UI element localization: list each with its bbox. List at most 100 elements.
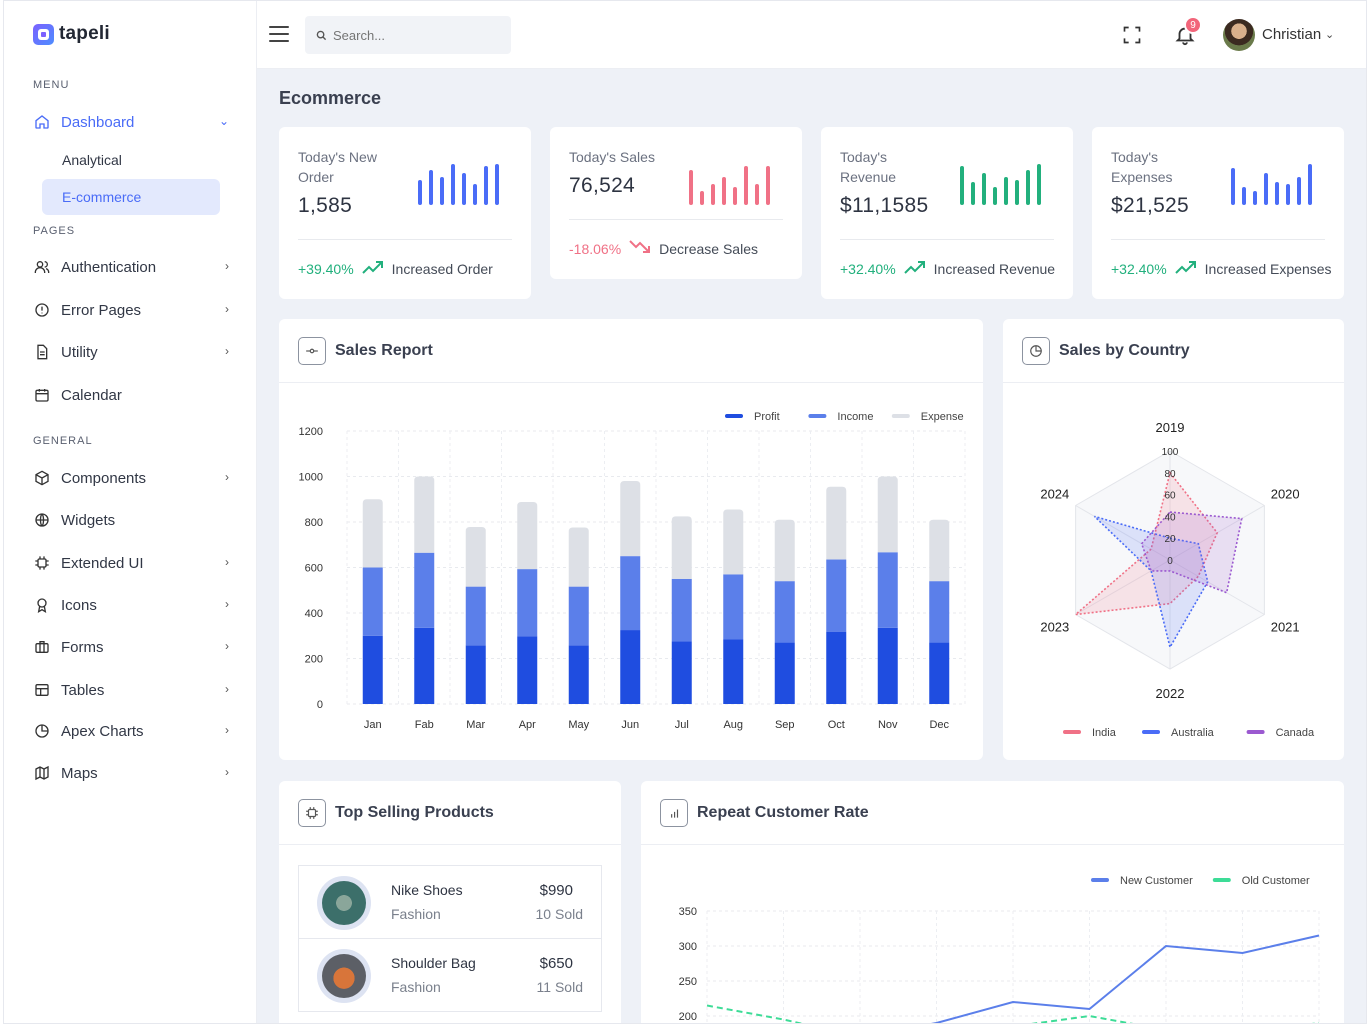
sparkline-bar	[1231, 168, 1235, 205]
table-icon	[33, 681, 51, 699]
product-category: Fashion	[391, 906, 441, 922]
bar-segment-profit[interactable]	[465, 645, 486, 704]
bar-segment-profit[interactable]	[517, 636, 538, 704]
legend-label: New Customer	[1120, 875, 1193, 887]
sparkline-bar	[429, 170, 433, 205]
sidebar-item-forms[interactable]: Forms ›	[33, 633, 233, 661]
line-series-new-customer[interactable]	[707, 934, 1320, 1025]
bar-segment-profit[interactable]	[671, 641, 692, 704]
radar-series-india[interactable]	[1073, 471, 1219, 616]
sidebar-item-maps[interactable]: Maps ›	[33, 759, 233, 787]
sidebar-subitem-ecommerce[interactable]: E-commerce	[42, 179, 220, 215]
sidebar-item-utility[interactable]: Utility ›	[33, 338, 233, 366]
sidebar-item-extended-ui[interactable]: Extended UI ›	[33, 549, 233, 577]
fullscreen-icon[interactable]	[1122, 25, 1142, 45]
stat-percent: +32.40%	[840, 260, 896, 277]
radar-series-canada[interactable]	[1140, 511, 1243, 594]
bar-segment-expense[interactable]	[671, 516, 692, 579]
bar-segment-expense[interactable]	[877, 476, 898, 553]
legend-label: Income	[837, 411, 873, 423]
x-tick-label: Oct	[828, 719, 845, 731]
chevron-down-icon[interactable]: ⌄	[1325, 29, 1335, 41]
divider	[569, 219, 783, 220]
bar-segment-income[interactable]	[774, 581, 795, 643]
bar-segment-income[interactable]	[465, 586, 486, 646]
bar-segment-income[interactable]	[723, 574, 744, 640]
x-tick-label: Nov	[878, 719, 898, 731]
users-icon	[33, 258, 51, 276]
bar-segment-profit[interactable]	[877, 627, 898, 704]
product-price: $990	[539, 882, 573, 899]
product-sold: 11 Sold	[536, 979, 583, 995]
bar-segment-profit[interactable]	[826, 631, 847, 704]
logo-icon	[33, 23, 54, 45]
list-item[interactable]: Shoulder Bag Fashion $650 11 Sold	[298, 938, 602, 1012]
bar-segment-income[interactable]	[671, 578, 692, 642]
radar-tick-label: 20	[1164, 534, 1176, 545]
product-category: Fashion	[391, 979, 441, 995]
x-tick-label: Jan	[364, 719, 382, 731]
bar-segment-profit[interactable]	[723, 639, 744, 704]
bar-segment-income[interactable]	[568, 586, 589, 646]
bar-segment-expense[interactable]	[517, 501, 538, 570]
sidebar-item-authentication[interactable]: Authentication ›	[33, 253, 233, 281]
list-item[interactable]: Nike Shoes Fashion $990 10 Sold	[298, 865, 602, 939]
bar-segment-income[interactable]	[620, 556, 641, 631]
stat-percent: +39.40%	[298, 260, 354, 277]
chevron-right-icon: ›	[225, 259, 229, 273]
sparkline-bar	[473, 184, 477, 205]
bar-segment-profit[interactable]	[414, 627, 435, 704]
bar-segment-profit[interactable]	[362, 635, 383, 704]
sidebar-item-components[interactable]: Components ›	[33, 464, 233, 492]
sidebar-item-tables[interactable]: Tables ›	[33, 676, 233, 704]
legend-label: Profit	[754, 411, 780, 423]
bar-segment-income[interactable]	[414, 552, 435, 628]
bar-segment-income[interactable]	[517, 569, 538, 637]
menu-toggle-icon[interactable]	[269, 26, 289, 42]
sparkline-bar	[982, 173, 986, 205]
sidebar-subitem-analytical[interactable]: Analytical	[62, 152, 122, 168]
bar-segment-expense[interactable]	[568, 527, 589, 587]
bar-segment-income[interactable]	[929, 581, 950, 643]
sidebar-item-calendar[interactable]: Calendar	[33, 381, 233, 409]
x-tick-label: Aug	[723, 719, 743, 731]
bar-segment-expense[interactable]	[723, 509, 744, 575]
bar-segment-expense[interactable]	[620, 481, 641, 557]
sparkline-bar	[722, 177, 726, 205]
sparkline-bar	[1004, 177, 1008, 205]
search-input[interactable]	[305, 16, 511, 54]
stat-card-sales: Today's Sales 76,524 -18.06% Decrease Sa…	[550, 127, 802, 279]
bar-segment-expense[interactable]	[826, 486, 847, 560]
sparkline-bar	[993, 187, 997, 205]
bar-segment-profit[interactable]	[774, 642, 795, 704]
bar-segment-expense[interactable]	[774, 519, 795, 582]
map-icon	[33, 764, 51, 782]
bar-segment-income[interactable]	[362, 567, 383, 636]
bar-segment-income[interactable]	[826, 559, 847, 632]
bar-segment-expense[interactable]	[465, 527, 486, 587]
panel-title: Top Selling Products	[335, 803, 494, 821]
avatar[interactable]	[1223, 19, 1255, 51]
sparkline-bar	[1253, 191, 1257, 205]
user-name[interactable]: Christian	[1262, 26, 1322, 43]
sidebar-item-apex-charts[interactable]: Apex Charts ›	[33, 717, 233, 745]
sidebar-item-dashboard[interactable]: Dashboard ⌄	[33, 108, 233, 136]
legend-swatch	[1063, 730, 1081, 734]
bar-segment-profit[interactable]	[929, 642, 950, 704]
chevron-right-icon: ›	[225, 723, 229, 737]
bar-segment-expense[interactable]	[929, 519, 950, 582]
brand-logo[interactable]: tapeli	[33, 23, 110, 45]
sales-report-panel: Sales Report Profit Income Expense 0 200 400 6…	[279, 319, 983, 760]
stat-percent: -18.06%	[569, 240, 622, 257]
bar-segment-profit[interactable]	[620, 630, 641, 704]
radar-series-australia[interactable]	[1093, 515, 1209, 650]
bar-segment-income[interactable]	[877, 552, 898, 628]
bar-segment-profit[interactable]	[568, 645, 589, 704]
sidebar-item-error-pages[interactable]: Error Pages ›	[33, 296, 233, 324]
bar-segment-expense[interactable]	[362, 499, 383, 568]
panel-header: Repeat Customer Rate	[641, 781, 1344, 845]
sidebar-item-widgets[interactable]: Widgets	[33, 506, 233, 534]
sidebar-item-icons[interactable]: Icons ›	[33, 591, 233, 619]
y-tick-label: 800	[305, 517, 323, 529]
bar-segment-expense[interactable]	[414, 476, 435, 553]
